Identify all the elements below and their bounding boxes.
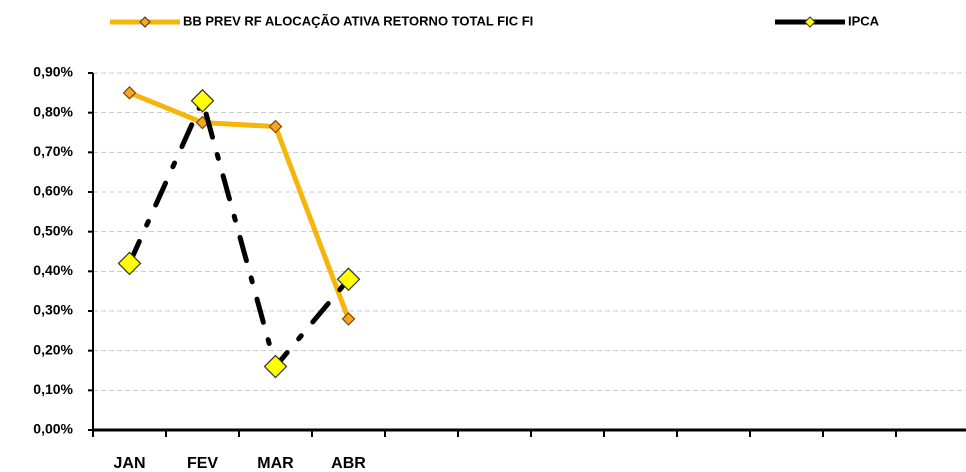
y-tick-label: 0,90% (33, 64, 73, 80)
y-tick-label: 0,30% (33, 302, 73, 318)
marker (190, 88, 215, 113)
marker (263, 354, 288, 379)
marker (268, 119, 283, 134)
x-tick-label: MAR (257, 455, 294, 472)
x-tick-label: ABR (331, 455, 366, 472)
y-tick-label: 0,60% (33, 183, 73, 199)
legend-marker (139, 16, 151, 28)
x-tick-label: JAN (113, 455, 145, 472)
legend-label: IPCA (848, 13, 880, 28)
marker (341, 312, 356, 326)
y-tick-label: 0,00% (33, 421, 73, 437)
legend-marker (804, 16, 816, 28)
y-tick-label: 0,50% (33, 222, 73, 238)
series-line (127, 93, 351, 372)
marker (336, 267, 361, 292)
marker (122, 85, 137, 100)
y-tick-label: 0,70% (33, 143, 73, 159)
y-tick-label: 0,40% (33, 262, 73, 278)
series-line (127, 90, 351, 322)
y-tick-label: 0,20% (33, 341, 73, 357)
y-tick-label: 0,80% (33, 103, 73, 119)
legend-label: BB PREV RF ALOCAÇÃO ATIVA RETORNO TOTAL … (183, 13, 533, 28)
marker (117, 251, 142, 276)
x-tick-label: FEV (187, 455, 218, 472)
y-tick-label: 0,10% (33, 381, 73, 397)
